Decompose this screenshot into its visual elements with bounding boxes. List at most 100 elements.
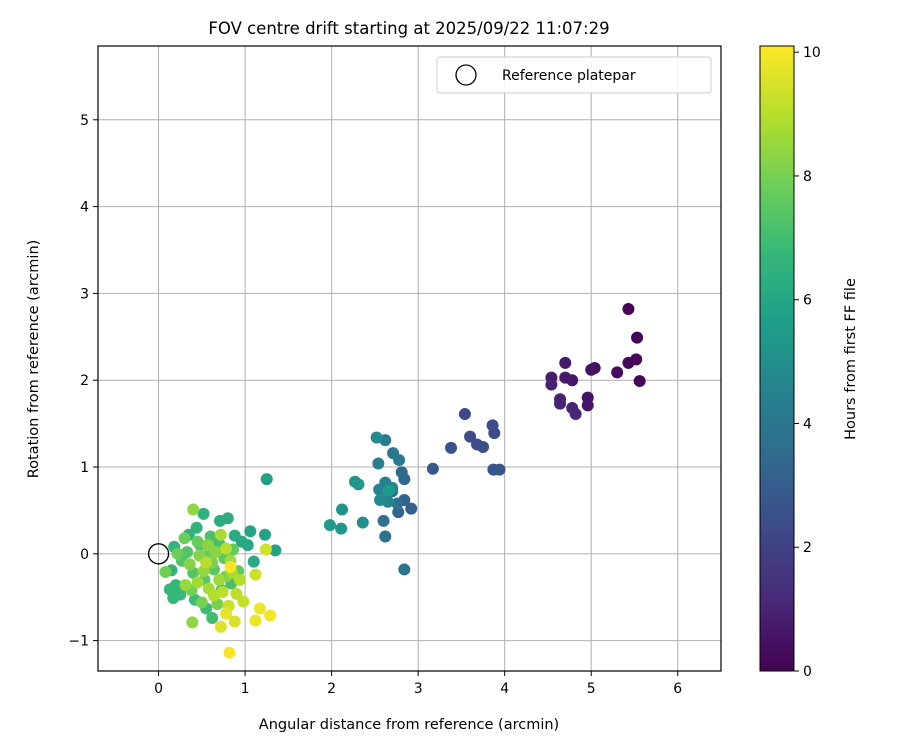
data-point	[581, 399, 594, 412]
colorbar-ticks: 0 2 4 6 8 10	[794, 45, 821, 680]
data-point	[335, 522, 348, 535]
plot-frame	[97, 45, 722, 672]
data-point	[181, 546, 194, 559]
data-point	[585, 363, 598, 376]
data-point	[377, 514, 390, 527]
data-point	[264, 609, 277, 622]
data-point	[230, 587, 243, 600]
data-point	[622, 356, 635, 369]
colorbar	[759, 45, 795, 672]
data-point	[393, 454, 406, 467]
data-point	[445, 441, 458, 454]
data-point	[228, 615, 241, 628]
data-point	[336, 503, 349, 516]
colorbar-tick-label: 2	[803, 540, 812, 556]
legend-marker-icon	[455, 64, 477, 86]
y-tick-label: 5	[80, 113, 89, 129]
data-points	[159, 303, 646, 659]
y-tick-label: 3	[80, 286, 89, 302]
y-tick-label: 0	[80, 547, 89, 563]
data-point	[201, 539, 214, 552]
data-point	[395, 466, 408, 479]
chart-title: FOV centre drift starting at 2025/09/22 …	[208, 19, 609, 38]
data-point	[249, 614, 262, 627]
y-tick-label: 2	[80, 373, 89, 389]
x-tick-label: 4	[500, 681, 509, 697]
data-point	[374, 493, 387, 506]
data-point	[488, 427, 501, 440]
reference-marker	[147, 543, 170, 565]
y-axis-ticks: −1 0 1 2 3 4 5	[68, 113, 98, 650]
data-point	[633, 375, 646, 388]
y-tick-label: −1	[68, 634, 89, 650]
colorbar-tick-label: 10	[803, 45, 821, 61]
y-axis-label: Rotation from reference (arcmin)	[26, 240, 42, 479]
x-tick-label: 0	[154, 681, 163, 697]
data-point	[214, 620, 227, 633]
data-point	[405, 502, 418, 515]
x-tick-label: 2	[327, 681, 336, 697]
data-point	[187, 503, 200, 516]
x-tick-label: 1	[241, 681, 250, 697]
data-point	[249, 568, 262, 581]
data-point	[214, 514, 227, 527]
data-point	[382, 484, 395, 497]
data-point	[220, 607, 233, 620]
data-point	[356, 516, 369, 529]
legend-label: Reference platepar	[502, 68, 636, 84]
x-tick-label: 3	[414, 681, 423, 697]
data-point	[195, 596, 208, 609]
data-point	[554, 397, 567, 410]
data-point	[228, 529, 241, 542]
data-point	[216, 586, 229, 599]
data-point	[545, 378, 558, 391]
data-point	[392, 506, 405, 519]
x-axis-ticks: 0 1 2 3 4 5 6	[154, 671, 682, 697]
data-point	[200, 556, 213, 569]
colorbar-tick-label: 6	[803, 293, 812, 309]
data-point	[179, 579, 192, 592]
data-point	[191, 576, 204, 589]
data-point	[426, 462, 439, 475]
colorbar-tick-label: 0	[803, 664, 812, 680]
data-point	[323, 519, 336, 532]
data-point	[237, 595, 250, 608]
data-point	[253, 602, 266, 615]
x-axis-label: Angular distance from reference (arcmin)	[259, 717, 559, 733]
data-point	[171, 547, 184, 560]
data-point	[391, 497, 404, 510]
data-point	[398, 563, 411, 576]
data-point	[183, 558, 196, 571]
data-point	[493, 463, 506, 476]
data-point	[370, 431, 383, 444]
data-point	[269, 544, 282, 557]
data-point	[559, 371, 572, 384]
data-point	[631, 331, 644, 344]
data-point	[464, 430, 477, 443]
data-point	[209, 546, 222, 559]
y-tick-label: 1	[80, 460, 89, 476]
data-point	[214, 528, 227, 541]
data-point	[178, 532, 191, 545]
data-point	[186, 616, 199, 629]
x-tick-label: 5	[587, 681, 596, 697]
data-point	[622, 303, 635, 316]
legend-box	[436, 56, 712, 94]
data-point	[372, 457, 385, 470]
data-point	[191, 535, 204, 548]
data-point	[223, 646, 236, 659]
data-point	[213, 573, 226, 586]
data-point	[352, 478, 365, 491]
legend: Reference platepar	[436, 56, 712, 94]
data-point	[244, 525, 257, 538]
data-point	[259, 543, 272, 556]
y-tick-label: 4	[80, 200, 89, 216]
data-point	[458, 408, 471, 421]
colorbar-tick-label: 8	[803, 169, 812, 185]
data-point	[197, 507, 210, 520]
data-point	[233, 573, 246, 586]
data-point	[258, 528, 271, 541]
x-tick-label: 6	[673, 681, 682, 697]
